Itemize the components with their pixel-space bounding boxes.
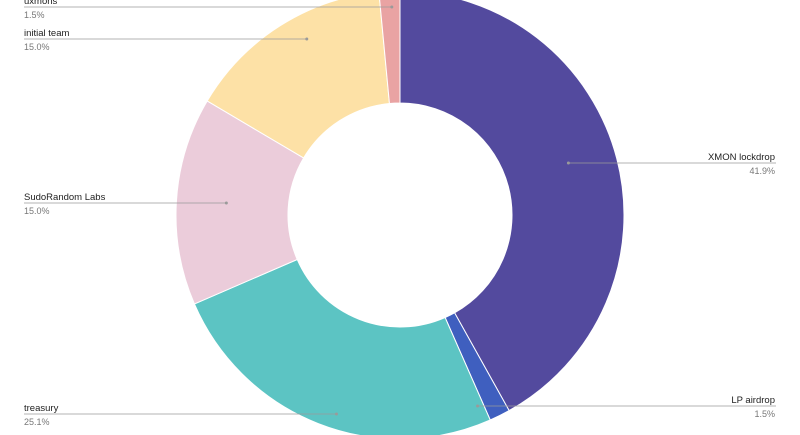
slice-label: SudoRandom Labs <box>24 192 106 203</box>
leader-dot <box>390 5 394 9</box>
leader-dot <box>305 37 309 41</box>
label-uxmons: uxmons 1.5% <box>24 0 394 20</box>
slice-percent: 41.9% <box>749 166 775 176</box>
slice-initial-team <box>206 0 391 159</box>
leader-dot <box>334 412 338 416</box>
slice-uxmons <box>379 0 401 105</box>
slice-label: initial team <box>24 28 69 39</box>
slice-label: LP airdrop <box>731 395 775 406</box>
slice-label: treasury <box>24 403 59 414</box>
slice-percent: 1.5% <box>754 409 775 419</box>
leader-dot <box>224 201 228 205</box>
slice-label: XMON lockdrop <box>708 152 775 163</box>
slice-percent: 25.1% <box>24 417 50 427</box>
slice-percent: 15.0% <box>24 42 50 52</box>
label-initial-team: initial team 15.0% <box>24 28 309 52</box>
slice-sudorandom-labs <box>175 100 305 305</box>
slice-label: uxmons <box>24 0 58 7</box>
label-xmon-lockdrop: XMON lockdrop 41.9% <box>566 152 776 176</box>
slice-treasury <box>193 258 491 435</box>
leader-dot <box>476 404 480 408</box>
slice-percent: 1.5% <box>24 10 45 20</box>
slice-percent: 15.0% <box>24 206 50 216</box>
label-lp-airdrop: LP airdrop 1.5% <box>476 395 776 419</box>
label-treasury: treasury 25.1% <box>24 403 338 427</box>
label-sudorandom-labs: SudoRandom Labs 15.0% <box>24 192 228 216</box>
slices <box>175 0 625 435</box>
labels: XMON lockdrop 41.9% LP airdrop 1.5% treasury… <box>24 0 776 427</box>
leader-dot <box>566 161 570 165</box>
slice-xmon-lockdrop <box>399 0 625 412</box>
